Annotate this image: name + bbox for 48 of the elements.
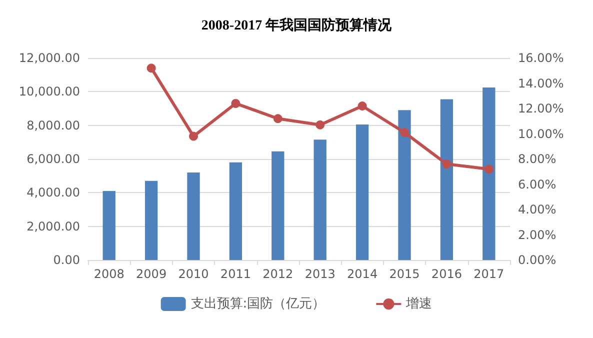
y-tick-label: 6,000.00 xyxy=(26,152,80,166)
y2-tick-label: 16.00% xyxy=(518,51,564,65)
x-tick-label: 2012 xyxy=(262,267,294,281)
bar xyxy=(144,180,158,260)
y-tick-label: 12,000.00 xyxy=(18,51,80,65)
y2-tick-label: 4.00% xyxy=(518,202,556,216)
x-tick-label: 2016 xyxy=(431,267,462,281)
chart-title: 2008-2017 年我国国防预算情况 xyxy=(201,16,393,34)
x-tick-label: 2011 xyxy=(220,267,251,281)
bar xyxy=(229,162,242,260)
y-tick-label: 8,000.00 xyxy=(26,118,80,132)
point xyxy=(273,114,282,124)
bar xyxy=(482,87,496,260)
y-tick-label: 2,000.00 xyxy=(26,219,80,234)
point xyxy=(146,64,156,73)
bar xyxy=(187,172,200,260)
point xyxy=(400,128,409,137)
point xyxy=(189,132,198,141)
y2-tick-label: 8.00% xyxy=(518,152,556,166)
y-tick-label: 10,000.00 xyxy=(18,84,80,99)
point xyxy=(358,101,367,110)
y2-tick-label: 12.00% xyxy=(518,102,564,116)
point xyxy=(316,120,325,130)
x-tick-label: 2010 xyxy=(178,267,209,281)
x-tick-label: 2008 xyxy=(94,267,124,281)
bar xyxy=(440,99,454,260)
point xyxy=(484,164,494,174)
legend-label: 增速 xyxy=(405,296,432,312)
bar xyxy=(356,124,369,260)
x-tick-label: 2009 xyxy=(136,267,167,281)
y2-tick-label: 6.00% xyxy=(518,177,556,192)
y2-tick-label: 2.00% xyxy=(518,228,556,242)
bar xyxy=(272,151,284,260)
y-tick-label: 0.00 xyxy=(53,253,80,267)
legend-label: 支出预算:国防（亿元） xyxy=(190,296,326,312)
bar xyxy=(398,110,411,260)
y2-tick-label: 14.00% xyxy=(518,76,564,90)
x-tick-label: 2013 xyxy=(304,267,336,281)
y2-tick-label: 0.00% xyxy=(518,253,556,267)
x-tick-label: 2017 xyxy=(474,267,504,281)
y2-tick-label: 10.00% xyxy=(518,126,564,141)
bar xyxy=(102,190,116,260)
point xyxy=(231,98,240,108)
x-tick-label: 2014 xyxy=(347,267,378,281)
bar xyxy=(314,140,326,260)
x-tick-label: 2015 xyxy=(389,267,420,281)
point xyxy=(442,160,452,169)
y-tick-label: 4,000.00 xyxy=(26,186,80,200)
